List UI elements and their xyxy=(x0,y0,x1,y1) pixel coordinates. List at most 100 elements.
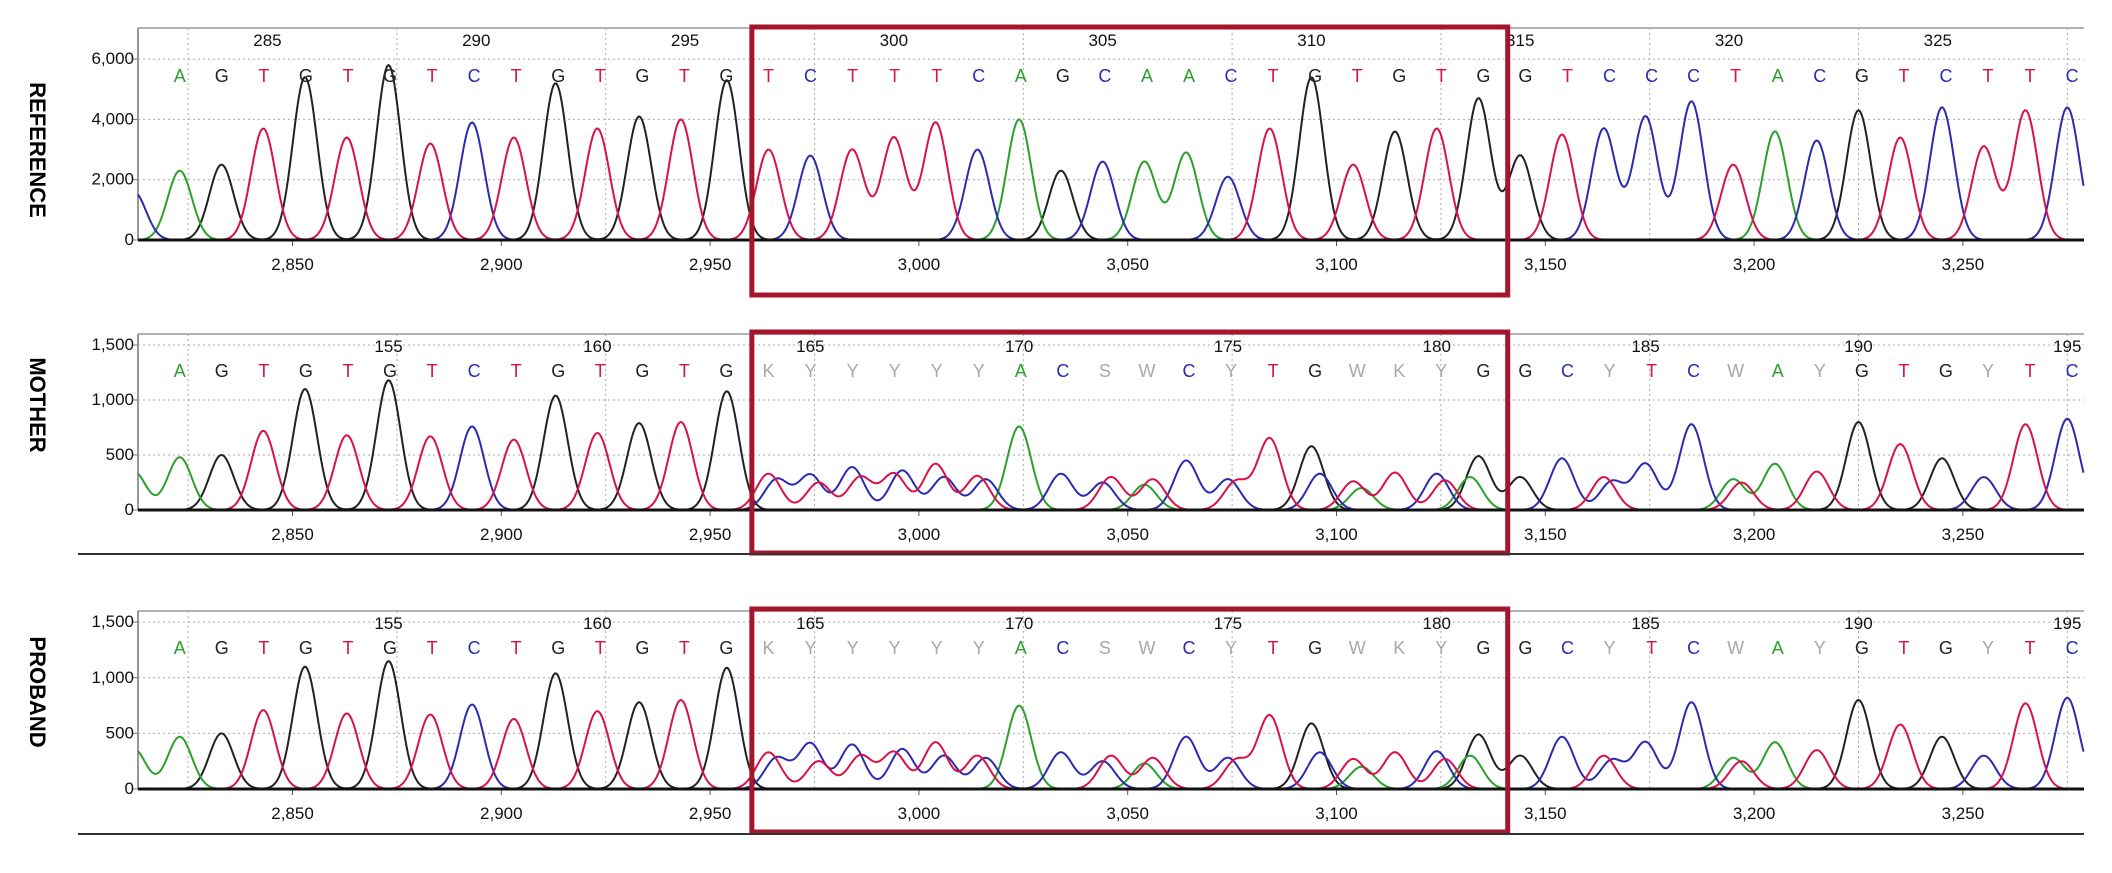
position-number: 190 xyxy=(1844,614,1872,633)
x-tick-label: 2,950 xyxy=(689,804,732,823)
base-call: C xyxy=(1813,66,1826,86)
base-call: A xyxy=(1015,638,1027,658)
base-call: T xyxy=(595,66,606,86)
base-call: G xyxy=(383,361,397,381)
base-call: Y xyxy=(1982,638,1994,658)
base-call: G xyxy=(1392,66,1406,86)
base-call: Y xyxy=(931,638,943,658)
base-call: G xyxy=(1855,66,1869,86)
base-call: G xyxy=(1518,638,1532,658)
base-call: T xyxy=(511,638,522,658)
x-tick-label: 3,050 xyxy=(1106,804,1149,823)
x-tick-label: 3,050 xyxy=(1106,255,1149,274)
base-call: Y xyxy=(1814,361,1826,381)
base-call: T xyxy=(595,638,606,658)
x-tick-label: 3,100 xyxy=(1315,255,1358,274)
base-call: C xyxy=(804,66,817,86)
x-tick-label: 3,100 xyxy=(1315,804,1358,823)
position-number: 170 xyxy=(1005,614,1033,633)
panel-label-proband: PROBAND xyxy=(25,636,50,747)
base-call: C xyxy=(1687,66,1700,86)
base-call: T xyxy=(679,361,690,381)
base-call: Y xyxy=(973,638,985,658)
base-call: Y xyxy=(847,638,859,658)
x-tick-label: 3,150 xyxy=(1524,255,1567,274)
base-call: T xyxy=(1982,66,1993,86)
x-tick-label: 2,850 xyxy=(271,525,314,544)
base-call: A xyxy=(1015,361,1027,381)
base-call: G xyxy=(1855,361,1869,381)
base-call: Y xyxy=(973,361,985,381)
base-call: T xyxy=(763,66,774,86)
base-call: T xyxy=(889,66,900,86)
base-call: K xyxy=(1393,638,1405,658)
base-call: C xyxy=(2066,638,2079,658)
trace-T xyxy=(138,420,2084,511)
base-call: T xyxy=(427,361,438,381)
x-tick-label: 3,050 xyxy=(1106,525,1149,544)
x-tick-label: 3,250 xyxy=(1942,525,1985,544)
base-call: G xyxy=(1308,638,1322,658)
base-call: G xyxy=(1056,66,1070,86)
position-number: 190 xyxy=(1844,337,1872,356)
base-call: G xyxy=(1476,66,1490,86)
base-call: T xyxy=(2025,361,2036,381)
base-call: C xyxy=(1687,638,1700,658)
base-call: C xyxy=(1183,361,1196,381)
x-tick-label: 3,200 xyxy=(1733,255,1776,274)
base-call: K xyxy=(762,638,774,658)
base-call: T xyxy=(1646,638,1657,658)
trace-T xyxy=(138,698,2084,790)
base-call: T xyxy=(1730,66,1741,86)
base-call: Y xyxy=(1604,361,1616,381)
y-tick-label: 1,000 xyxy=(91,390,134,409)
base-call: G xyxy=(1476,638,1490,658)
y-tick-label: 500 xyxy=(106,723,134,742)
panel-label-mother: MOTHER xyxy=(25,357,50,452)
base-call: G xyxy=(635,361,649,381)
base-call: T xyxy=(511,66,522,86)
base-call: G xyxy=(635,638,649,658)
trace-A xyxy=(137,704,2084,790)
base-call: W xyxy=(1138,361,1155,381)
position-number: 185 xyxy=(1631,614,1659,633)
x-tick-label: 3,150 xyxy=(1524,804,1567,823)
base-call: C xyxy=(1183,638,1196,658)
position-number: 195 xyxy=(2053,614,2081,633)
base-call: T xyxy=(427,66,438,86)
base-call: T xyxy=(258,66,269,86)
x-tick-label: 3,150 xyxy=(1524,525,1567,544)
base-call: Y xyxy=(889,361,901,381)
base-call: G xyxy=(383,638,397,658)
base-call: G xyxy=(551,361,565,381)
y-tick-label: 4,000 xyxy=(91,109,134,128)
base-call: Y xyxy=(1814,638,1826,658)
base-call: T xyxy=(679,66,690,86)
x-tick-label: 3,100 xyxy=(1315,525,1358,544)
base-call: T xyxy=(342,361,353,381)
base-call: W xyxy=(1138,638,1155,658)
base-call: G xyxy=(215,361,229,381)
base-call: C xyxy=(1561,361,1574,381)
x-tick-label: 2,900 xyxy=(480,804,523,823)
position-number: 155 xyxy=(374,614,402,633)
base-call: C xyxy=(468,638,481,658)
position-number: 305 xyxy=(1088,31,1116,50)
y-tick-label: 2,000 xyxy=(91,170,134,189)
base-call: C xyxy=(1056,638,1069,658)
position-number: 310 xyxy=(1297,31,1325,50)
x-tick-label: 3,200 xyxy=(1733,525,1776,544)
base-call: Y xyxy=(805,361,817,381)
base-call: Y xyxy=(1435,361,1447,381)
base-call: G xyxy=(299,638,313,658)
x-tick-label: 2,950 xyxy=(689,255,732,274)
x-tick-label: 2,900 xyxy=(480,255,523,274)
base-call: K xyxy=(1393,361,1405,381)
base-call: T xyxy=(1562,66,1573,86)
base-call: Y xyxy=(889,638,901,658)
base-call: C xyxy=(972,66,985,86)
base-call: Y xyxy=(1604,638,1616,658)
base-call: W xyxy=(1349,361,1366,381)
base-call: G xyxy=(551,66,565,86)
x-tick-label: 2,900 xyxy=(480,525,523,544)
